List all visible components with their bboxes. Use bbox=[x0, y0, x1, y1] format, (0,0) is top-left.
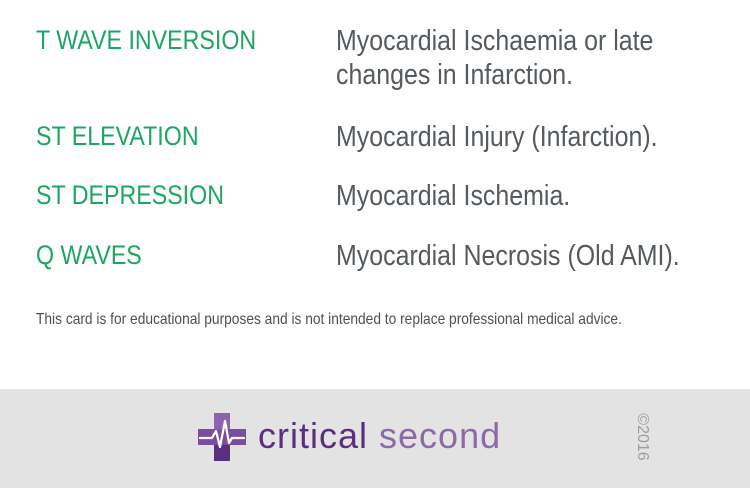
meaning-line: Myocardial Necrosis (Old AMI). bbox=[336, 240, 680, 272]
meaning-t-wave-inversion: Myocardial Ischaemia or late changes in … bbox=[336, 24, 680, 92]
disclaimer-text: This card is for educational purposes an… bbox=[36, 311, 622, 328]
brand-word-second: second bbox=[379, 415, 502, 456]
term-st-elevation: ST ELEVATION bbox=[36, 121, 199, 151]
meaning-st-depression: Myocardial Ischemia. bbox=[336, 179, 680, 213]
term-st-depression: ST DEPRESSION bbox=[36, 180, 224, 210]
medical-cross-ecg-icon bbox=[198, 413, 246, 461]
meaning-line: Myocardial Ischaemia or late bbox=[336, 25, 654, 57]
brand-word-critical: critical bbox=[258, 415, 369, 456]
brand-name: critical second bbox=[258, 415, 501, 457]
meaning-line: changes in Infarction. bbox=[336, 59, 574, 91]
copyright-text: ©2016 bbox=[634, 413, 651, 461]
term-q-waves: Q WAVES bbox=[36, 240, 142, 270]
meaning-st-elevation: Myocardial Injury (Infarction). bbox=[336, 120, 680, 154]
meaning-line: Myocardial Ischemia. bbox=[336, 180, 571, 212]
footer-bar: critical second ©2016 bbox=[0, 389, 750, 488]
meaning-line: Myocardial Injury (Infarction). bbox=[336, 121, 658, 153]
brand-logo: critical second bbox=[198, 411, 538, 463]
term-t-wave-inversion: T WAVE INVERSION bbox=[36, 25, 257, 55]
meaning-q-waves: Myocardial Necrosis (Old AMI). bbox=[336, 239, 680, 273]
